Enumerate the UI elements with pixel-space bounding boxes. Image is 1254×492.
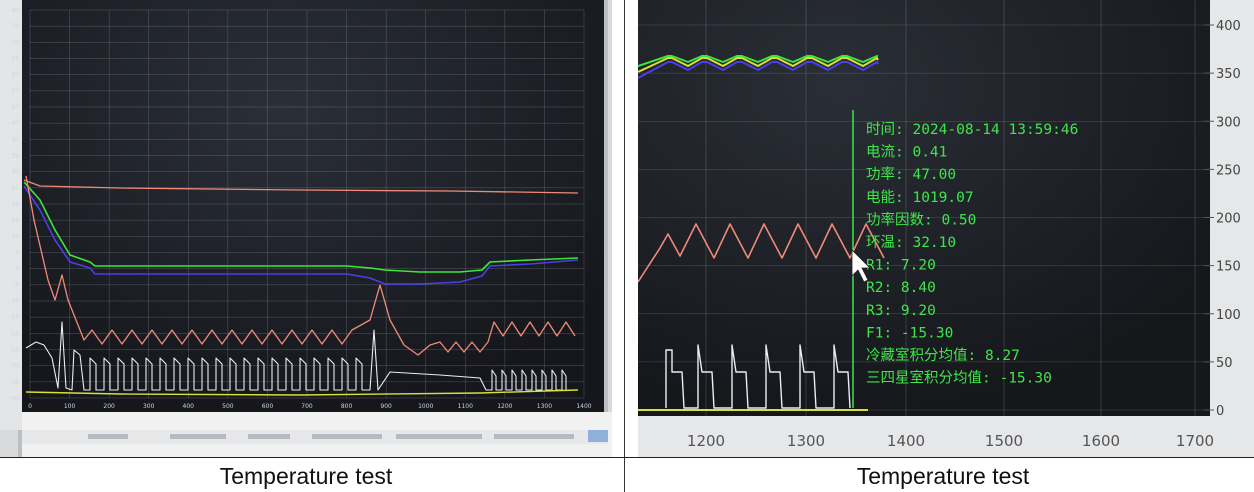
left-traces [23, 175, 579, 396]
status-bar [88, 430, 608, 442]
x-tick-label: 1100 [458, 403, 473, 410]
y-tick-label: 75 [11, 23, 19, 30]
green-trace [23, 181, 579, 273]
readout-line: 功率因数: 0.50 [866, 211, 976, 228]
y-tick-label: -20 [9, 330, 19, 337]
right-temperature-chart-photo: 400 350 300 250 200 150 100 50 0 1200 1300 1400 150… [638, 0, 1254, 458]
right-photo-panel: 400 350 300 250 200 150 100 50 0 1200 1300 1400 150… [638, 0, 1254, 458]
y-tick-label: 0 [1216, 404, 1224, 419]
mouse-pointer-icon [851, 249, 871, 283]
readout-panel: 时间: 2024-08-14 13:59:46 电流: 0.41 功率: 47.00… [866, 121, 1078, 387]
left-y-axis-ticks: 80757065605550454035302520151050-5-10-15… [9, 7, 19, 402]
y-tick-label: 15 [11, 217, 19, 224]
readout-line: 冷藏室积分均值: 8.27 [866, 347, 1020, 364]
readout-line: F1: -15.30 [866, 325, 953, 341]
y-tick-label: 50 [1216, 356, 1233, 371]
left-grid [29, 9, 585, 399]
y-tick-label: 10 [11, 233, 19, 240]
readout-line: 功率: 47.00 [866, 166, 956, 183]
y-tick-label: 40 [11, 136, 19, 143]
y-tick-label: 350 [1216, 67, 1241, 82]
left-temperature-chart-photo: 80757065605550454035302520151050-5-10-15… [0, 0, 612, 458]
readout-line: 电能: 1019.07 [866, 189, 974, 206]
x-tick-label: 1200 [497, 403, 512, 410]
y-tick-label: 60 [11, 72, 19, 79]
caption-rule [0, 457, 1254, 458]
readout-line: R2: 8.40 [866, 280, 936, 296]
readout-line: 时间: 2024-08-14 13:59:46 [866, 121, 1078, 138]
y-tick-label: 400 [1216, 19, 1241, 34]
x-tick-label: 1200 [687, 432, 725, 450]
y-tick-label: 5 [15, 250, 19, 257]
readout-line: 三四星室积分均值: -15.30 [866, 370, 1052, 387]
y-tick-label: -10 [9, 298, 19, 305]
x-tick-label: 200 [103, 403, 115, 410]
y-tick-label: 30 [11, 169, 19, 176]
readout-line: 电流: 0.41 [866, 144, 947, 161]
x-tick-label: 1400 [887, 432, 925, 450]
x-tick-label: 1400 [576, 403, 591, 410]
caption-right: Temperature test [856, 463, 1030, 489]
right-screen [638, 0, 1210, 416]
x-tick-label: 900 [380, 403, 392, 410]
left-x-axis-ticks: 0 100 200 300 400 500 600 700 800 900 1000 1100 1200… [28, 403, 592, 410]
y-tick-label: -5 [13, 282, 19, 289]
y-tick-label: 250 [1216, 163, 1241, 178]
x-tick-label: 1700 [1176, 432, 1214, 450]
y-tick-label: 0 [15, 266, 19, 273]
x-tick-label: 600 [262, 403, 274, 410]
y-tick-label: 100 [1216, 308, 1241, 323]
x-tick-label: 400 [183, 403, 195, 410]
x-tick-label: 100 [64, 403, 76, 410]
y-tick-label: 55 [11, 88, 19, 95]
yellow-trace-top [638, 57, 879, 73]
ambient-trace [23, 179, 579, 194]
blue-trace [23, 185, 579, 285]
white-trace [25, 321, 567, 391]
x-tick-label: 0 [28, 403, 32, 410]
y-tick-label: 50 [11, 104, 19, 111]
red-trace [638, 223, 885, 283]
right-x-axis-ticks: 1200 1300 1400 1500 1600 1700 [687, 432, 1214, 450]
right-traces [638, 55, 885, 411]
readout-line: R3: 9.20 [866, 303, 936, 319]
x-tick-label: 700 [301, 403, 313, 410]
y-tick-label: -15 [9, 314, 19, 321]
yellow-trace [25, 389, 579, 396]
y-tick-label: 200 [1216, 212, 1241, 227]
y-tick-label: -35 [9, 379, 19, 386]
red-trace [25, 175, 576, 356]
x-tick-label: 1000 [418, 403, 433, 410]
panel-divider [624, 0, 625, 492]
x-tick-label: 800 [341, 403, 353, 410]
left-photo-panel: 80 75 70 65 60 55 50 45 40 35 30 25 20 15 10 5 0 -5 -10 -15… [0, 0, 612, 458]
y-tick-label: 150 [1216, 260, 1241, 275]
y-tick-label: -30 [9, 363, 19, 370]
y-tick-label: 80 [11, 7, 19, 14]
caption-left: Temperature test [219, 463, 393, 489]
y-tick-label: 65 [11, 56, 19, 63]
right-y-axis-ticks: 400 350 300 250 200 150 100 50 0 [1204, 19, 1241, 419]
y-tick-label: 45 [11, 120, 19, 127]
y-tick-label: -40 [9, 395, 19, 402]
x-tick-label: 500 [222, 403, 234, 410]
y-tick-label: 35 [11, 153, 19, 160]
readout-line: 环温: 32.10 [866, 234, 956, 251]
y-tick-label: 300 [1216, 115, 1241, 130]
blue-trace [638, 61, 879, 79]
white-trace [665, 344, 851, 409]
green-trace [638, 55, 878, 67]
x-tick-label: 1300 [537, 403, 552, 410]
readout-line: R1: 7.20 [866, 258, 936, 274]
y-tick-label: -25 [9, 347, 19, 354]
x-tick-label: 1600 [1082, 432, 1120, 450]
x-tick-label: 1300 [787, 432, 825, 450]
x-tick-label: 1500 [985, 432, 1023, 450]
y-tick-label: 70 [11, 39, 19, 46]
y-tick-label: 20 [11, 201, 19, 208]
x-tick-label: 300 [143, 403, 155, 410]
y-tick-label: 25 [11, 185, 19, 192]
